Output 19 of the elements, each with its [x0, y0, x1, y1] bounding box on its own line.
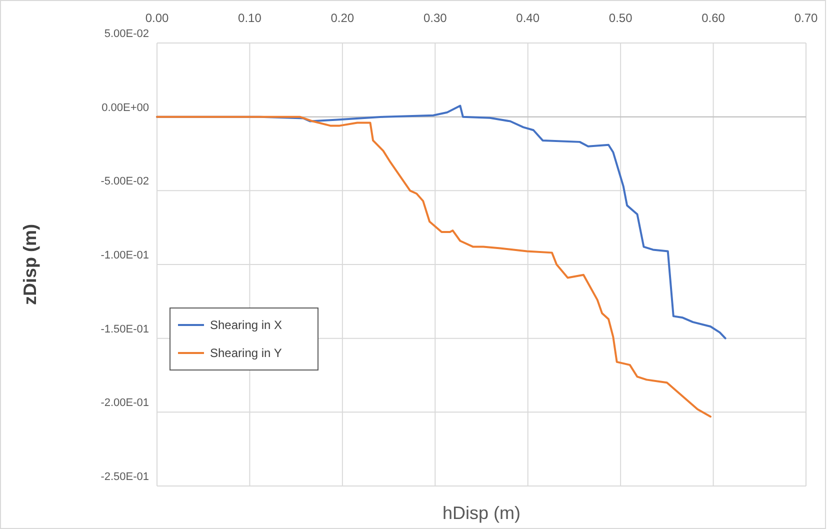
legend-label: Shearing in X — [210, 318, 282, 332]
y-tick-label: 0.00E+00 — [102, 102, 149, 114]
y-tick-label: -2.50E-01 — [100, 471, 149, 483]
y-tick-label: -5.00E-02 — [100, 176, 149, 188]
y-tick-label: -1.00E-01 — [100, 250, 149, 262]
x-tick-label: 0.20 — [330, 11, 354, 25]
y-tick-label: -2.00E-01 — [100, 397, 149, 410]
legend-label: Shearing in Y — [210, 346, 282, 360]
x-tick-label: 0.50 — [608, 11, 633, 25]
x-tick-label: 0.30 — [423, 11, 448, 25]
x-axis-title: hDisp (m) — [442, 503, 521, 523]
y-tick-label: 5.00E-02 — [104, 28, 149, 40]
x-tick-label: 0.70 — [794, 11, 818, 25]
x-tick-label: 0.00 — [145, 11, 169, 25]
y-tick-label: -1.50E-01 — [100, 323, 149, 336]
x-tick-label: 0.60 — [702, 11, 726, 25]
y-axis-title: zDisp (m) — [20, 224, 40, 305]
x-tick-label: 0.10 — [238, 11, 262, 25]
x-tick-label: 0.40 — [516, 11, 540, 25]
